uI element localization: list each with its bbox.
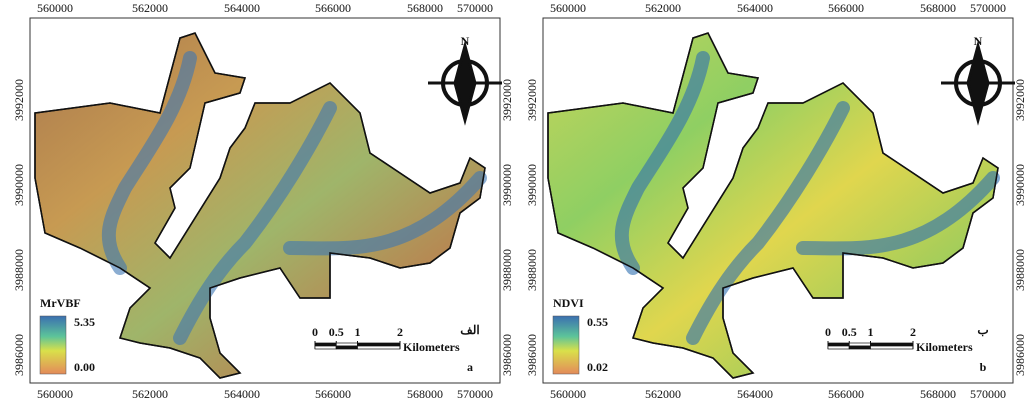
legend-ramp (553, 316, 579, 374)
scale-segment (828, 343, 849, 346)
north-label: N (974, 34, 983, 48)
scale-segment (315, 343, 336, 346)
y-tick-label: 3986000 (525, 334, 539, 376)
x-tick-label: 560000 (37, 387, 73, 401)
panel-letter: b (980, 360, 987, 374)
x-tick-label: 566000 (828, 387, 864, 401)
scale-tick-label: 2 (910, 325, 916, 339)
scale-tick-label: 2 (397, 325, 403, 339)
legend-title: NDVI (553, 296, 584, 310)
y-tick-label: 3992000 (525, 79, 539, 121)
scale-tick-label: 0.5 (842, 325, 857, 339)
x-tick-label: 570000 (457, 1, 493, 15)
scale-segment (828, 346, 849, 349)
x-tick-label: 562000 (132, 1, 168, 15)
scale-tick-label: 0.5 (329, 325, 344, 339)
x-tick-label: 570000 (970, 1, 1006, 15)
x-tick-label: 568000 (920, 387, 956, 401)
x-tick-label: 562000 (645, 1, 681, 15)
figure: 560000 560000 562000 562000 564000 564000 5660… (0, 0, 1025, 403)
map-panel: 560000 560000 562000 562000 564000 564000 5660… (525, 1, 1025, 401)
y-tick-label: 3990000 (12, 164, 26, 206)
y-tick-label: 3990000 (1013, 164, 1025, 206)
scale-segment (849, 346, 870, 349)
x-tick-label: 564000 (737, 1, 773, 15)
x-tick-label: 566000 (315, 1, 351, 15)
map-panel: 560000 560000 562000 562000 564000 564000 5660… (12, 1, 514, 401)
y-tick-label: 3990000 (500, 164, 514, 206)
scale-segment (336, 343, 357, 346)
x-tick-label: 568000 (407, 1, 443, 15)
scale-unit: Kilometers (403, 340, 460, 354)
scale-segment (871, 343, 914, 346)
scale-tick-label: 1 (868, 325, 874, 339)
x-tick-label: 564000 (224, 387, 260, 401)
scale-tick-label: 0 (825, 325, 831, 339)
x-tick-label: 570000 (457, 387, 493, 401)
x-tick-label: 568000 (407, 387, 443, 401)
scale-segment (336, 346, 357, 349)
y-tick-label: 3988000 (1013, 249, 1025, 291)
y-tick-label: 3992000 (500, 79, 514, 121)
scale-tick-label: 1 (355, 325, 361, 339)
legend-min: 0.00 (74, 360, 95, 374)
x-tick-label: 564000 (224, 1, 260, 15)
legend-ramp (40, 316, 66, 374)
y-tick-label: 3988000 (500, 249, 514, 291)
x-tick-label: 562000 (132, 387, 168, 401)
page: {"panels": [ {"letter": "a", "label": "ا… (0, 0, 1025, 403)
legend-min: 0.02 (587, 360, 608, 374)
scale-segment (358, 343, 401, 346)
scale-segment (871, 346, 914, 349)
legend-max: 5.35 (74, 315, 95, 329)
x-tick-label: 566000 (315, 387, 351, 401)
x-tick-label: 564000 (737, 387, 773, 401)
y-tick-label: 3988000 (525, 249, 539, 291)
panel-label-persian: ب (977, 323, 988, 337)
scale-segment (315, 346, 336, 349)
scale-unit: Kilometers (916, 340, 973, 354)
legend-title: MrVBF (40, 296, 81, 310)
scale-tick-label: 0 (312, 325, 318, 339)
x-tick-label: 568000 (920, 1, 956, 15)
x-tick-label: 570000 (970, 387, 1006, 401)
legend-max: 0.55 (587, 315, 608, 329)
x-tick-label: 566000 (828, 1, 864, 15)
y-tick-label: 3986000 (12, 334, 26, 376)
x-tick-label: 562000 (645, 387, 681, 401)
x-tick-label: 560000 (550, 1, 586, 15)
north-label: N (461, 34, 470, 48)
y-tick-label: 3992000 (12, 79, 26, 121)
x-tick-label: 560000 (37, 1, 73, 15)
y-tick-label: 3992000 (1013, 79, 1025, 121)
y-tick-label: 3986000 (1013, 334, 1025, 376)
y-tick-label: 3986000 (500, 334, 514, 376)
y-tick-label: 3988000 (12, 249, 26, 291)
scale-segment (358, 346, 401, 349)
x-tick-label: 560000 (550, 387, 586, 401)
scale-segment (849, 343, 870, 346)
panel-letter: a (467, 360, 473, 374)
panel-label-persian: الف (460, 323, 479, 337)
y-tick-label: 3990000 (525, 164, 539, 206)
